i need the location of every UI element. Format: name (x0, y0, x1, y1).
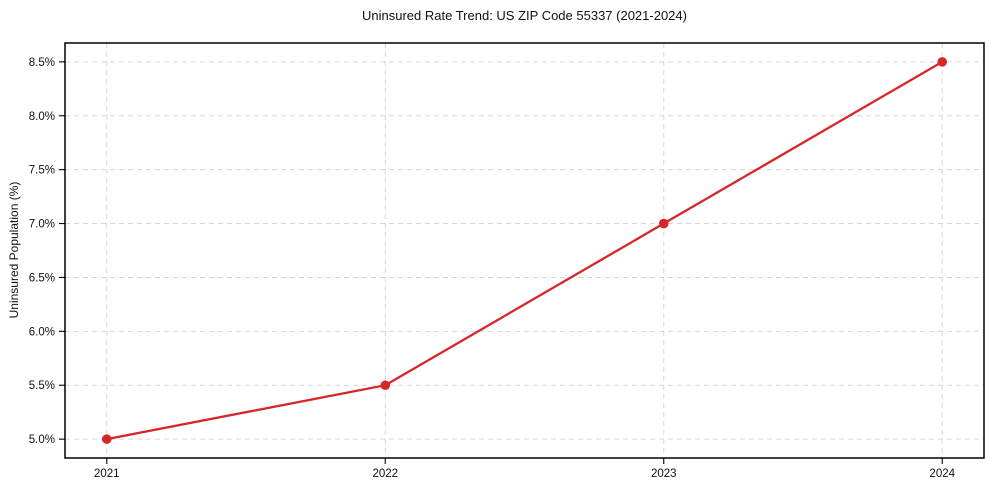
data-point-2024 (937, 57, 948, 67)
y-tick-label: 6.0% (29, 326, 55, 338)
x-tick-label: 2023 (651, 468, 677, 480)
y-tick-label: 6.5% (29, 272, 55, 284)
data-point-2021 (101, 434, 112, 444)
y-tick-label: 7.0% (29, 219, 55, 231)
chart-title: Uninsured Rate Trend: US ZIP Code 55337 … (362, 8, 687, 23)
trend-line (105, 60, 944, 441)
x-tick-label: 2021 (94, 468, 120, 480)
x-tick-label: 2022 (372, 468, 398, 480)
y-tick-label: 7.5% (29, 165, 55, 177)
y-tick-label: 8.5% (29, 57, 55, 69)
x-tick-label: 2024 (929, 468, 955, 480)
y-tick-label: 5.5% (29, 380, 55, 392)
y-tick-label: 5.0% (29, 434, 55, 446)
plot-border (64, 42, 985, 459)
data-point-2022 (380, 380, 391, 391)
y-tick-label: 8.0% (29, 111, 55, 123)
data-point-2023 (658, 218, 669, 229)
